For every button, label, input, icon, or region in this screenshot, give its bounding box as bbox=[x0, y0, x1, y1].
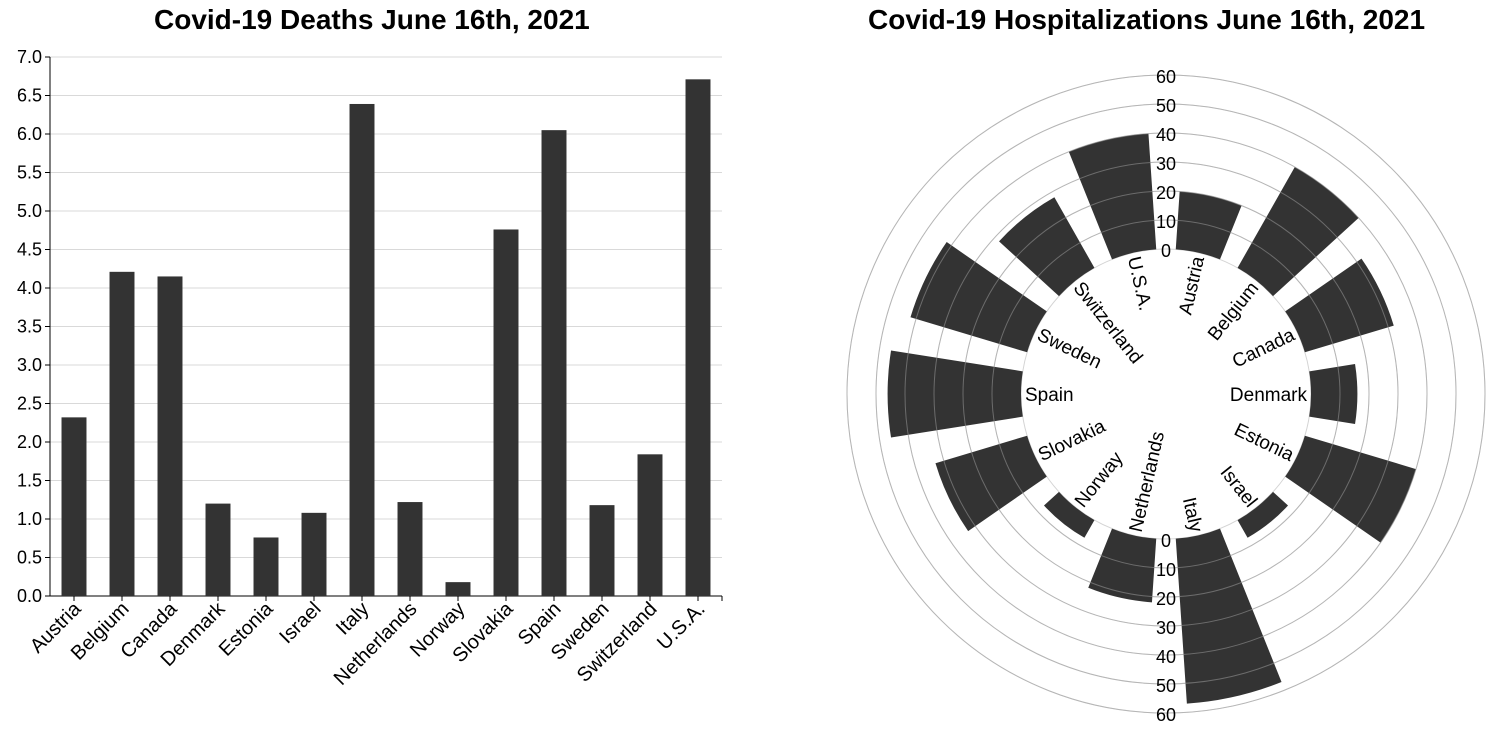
y-tick-label: 2.0 bbox=[17, 432, 42, 452]
radial-tick-label-bottom: 10 bbox=[1156, 560, 1176, 580]
radial-bar-netherlands bbox=[1088, 528, 1157, 603]
radial-gridline-overlay bbox=[962, 190, 1370, 598]
radial-category-label-u-s-a: U.S.A. bbox=[1123, 255, 1156, 313]
radial-tick-label-top: 10 bbox=[1156, 212, 1176, 232]
radial-gridline-overlay bbox=[875, 103, 1457, 685]
radial-bar-canada bbox=[1285, 258, 1394, 353]
radial-category-label-belgium: Belgium bbox=[1204, 278, 1263, 345]
radial-bar-spain bbox=[887, 350, 1023, 438]
y-tick-label: 6.5 bbox=[17, 86, 42, 106]
radial-tick-label-bottom: 0 bbox=[1161, 531, 1171, 551]
bar-norway bbox=[445, 582, 471, 596]
y-tick-label: 6.0 bbox=[17, 124, 42, 144]
radial-gridline-overlay bbox=[904, 132, 1428, 656]
bar-canada bbox=[157, 276, 183, 596]
radial-category-label-slovakia: Slovakia bbox=[1035, 416, 1109, 466]
bar-switzerland bbox=[637, 454, 663, 596]
radial-bar-israel bbox=[1237, 491, 1289, 538]
radial-bar-belgium bbox=[1237, 166, 1359, 297]
deaths-chart-title: Covid-19 Deaths June 16th, 2021 bbox=[154, 4, 590, 35]
y-tick-label: 5.0 bbox=[17, 201, 42, 221]
y-tick-label: 5.5 bbox=[17, 163, 42, 183]
y-tick-label: 7.0 bbox=[17, 47, 42, 67]
hospitalizations-chart-title: Covid-19 Hospitalizations June 16th, 202… bbox=[868, 4, 1426, 35]
y-tick-label: 4.5 bbox=[17, 240, 42, 260]
radial-category-label-sweden: Sweden bbox=[1034, 325, 1105, 374]
radial-category-label-estonia: Estonia bbox=[1231, 420, 1298, 467]
radial-gridline-overlay bbox=[991, 219, 1341, 569]
y-tick-label: 1.0 bbox=[17, 509, 42, 529]
y-tick-label: 4.0 bbox=[17, 278, 42, 298]
bar-netherlands bbox=[397, 502, 423, 596]
bar-israel bbox=[301, 512, 327, 596]
radial-bar-italy bbox=[1175, 528, 1282, 704]
radial-tick-label-bottom: 60 bbox=[1156, 705, 1176, 725]
bar-sweden bbox=[589, 505, 615, 596]
bar-estonia bbox=[253, 537, 279, 596]
radial-tick-label-top: 20 bbox=[1156, 183, 1176, 203]
radial-gridline-overlay bbox=[933, 161, 1399, 627]
bar-u-s-a bbox=[685, 79, 711, 596]
bar-slovakia bbox=[493, 229, 519, 597]
radial-bar-u-s-a bbox=[1068, 133, 1157, 260]
radial-bar-estonia bbox=[1285, 435, 1416, 543]
bar-italy bbox=[349, 103, 375, 596]
radial-bar-denmark bbox=[1309, 364, 1358, 424]
radial-tick-label-bottom: 40 bbox=[1156, 647, 1176, 667]
radial-tick-label-top: 50 bbox=[1156, 96, 1176, 116]
radial-category-label-israel: Israel bbox=[1216, 462, 1261, 511]
radial-tick-label-top: 40 bbox=[1156, 125, 1176, 145]
bar-denmark bbox=[205, 503, 231, 596]
radial-tick-label-top: 30 bbox=[1156, 154, 1176, 174]
y-tick-label: 1.5 bbox=[17, 471, 42, 491]
y-tick-label: 0.5 bbox=[17, 548, 42, 568]
bar-belgium bbox=[109, 271, 135, 596]
radial-bar-norway bbox=[1043, 491, 1095, 538]
radial-tick-label-top: 60 bbox=[1156, 67, 1176, 87]
radial-category-label-norway: Norway bbox=[1071, 448, 1128, 512]
radial-category-label-netherlands: Netherlands bbox=[1126, 430, 1169, 535]
y-tick-label: 2.5 bbox=[17, 394, 42, 414]
radial-category-label-austria: Austria bbox=[1175, 254, 1209, 317]
radial-category-label-spain: Spain bbox=[1025, 385, 1074, 406]
radial-tick-label-bottom: 50 bbox=[1156, 676, 1176, 696]
radial-tick-label-bottom: 20 bbox=[1156, 589, 1176, 609]
radial-category-label-denmark: Denmark bbox=[1230, 385, 1308, 406]
deaths-bar-chart: 0.0 0.5 1.0 1.5 2.0 2.5 3.0 3.5 4.0 4.5 5.0 5.5 6.0 6… bbox=[17, 47, 723, 690]
radial-gridline-overlay bbox=[846, 74, 1486, 714]
bar-spain bbox=[541, 130, 567, 596]
radial-tick-label-top: 0 bbox=[1161, 241, 1171, 261]
y-tick-label: 0.0 bbox=[17, 586, 42, 606]
y-tick-label: 3.0 bbox=[17, 355, 42, 375]
radial-bar-switzerland bbox=[999, 197, 1095, 297]
radial-category-label-italy: Italy bbox=[1178, 495, 1206, 534]
radial-category-label-canada: Canada bbox=[1229, 325, 1298, 373]
bar-austria bbox=[61, 417, 87, 596]
radial-tick-label-bottom: 30 bbox=[1156, 618, 1176, 638]
y-tick-label: 3.5 bbox=[17, 317, 42, 337]
